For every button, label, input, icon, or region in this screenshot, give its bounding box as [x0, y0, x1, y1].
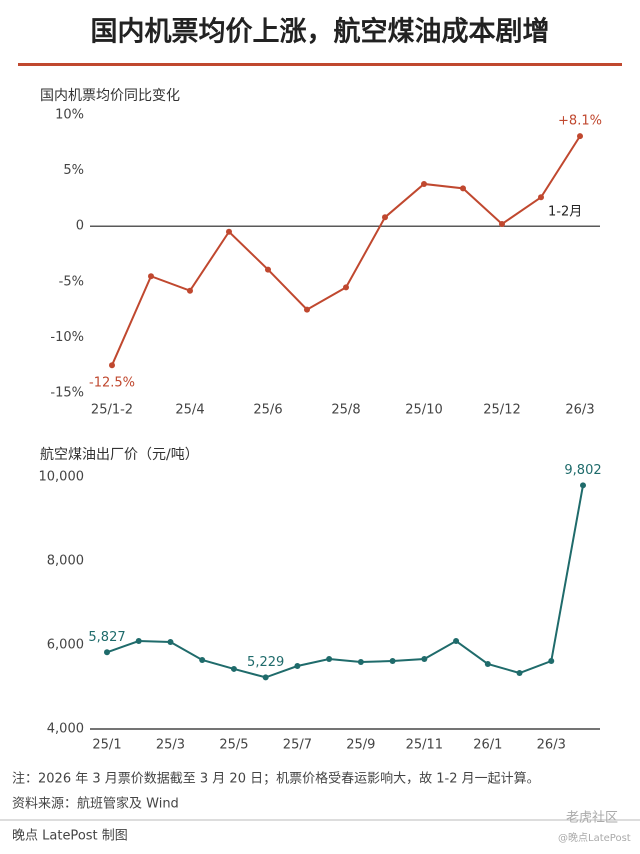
y-tick-label: 8,000: [47, 554, 84, 569]
y-tick-label: 4,000: [47, 722, 84, 737]
title-rule: [18, 63, 622, 66]
chart-title: 国内机票均价同比变化: [40, 88, 180, 104]
y-tick-label: -15%: [50, 386, 84, 401]
point: [326, 655, 333, 662]
point: [460, 185, 466, 192]
point: [357, 659, 364, 666]
point: [294, 663, 301, 669]
x-tick-label: 25/11: [406, 738, 443, 753]
x-tick-label: 25/10: [405, 403, 442, 418]
point: [484, 660, 491, 667]
x-tick-label: 25/7: [283, 738, 312, 753]
y-tick-label: 10%: [55, 108, 84, 123]
x-tick-label: 25/9: [346, 738, 375, 753]
point: [265, 266, 271, 273]
y-tick-label: -5%: [59, 274, 84, 289]
x-tick-label: 25/6: [253, 403, 282, 418]
point: [577, 133, 583, 140]
point: [304, 306, 310, 313]
y-tick-label: 6,000: [47, 638, 84, 653]
point: [135, 638, 142, 645]
y-tick-label: 5%: [63, 163, 84, 178]
line: [106, 485, 584, 679]
annotation: 1-2月: [548, 205, 582, 220]
point: [548, 658, 555, 665]
point: [382, 214, 388, 221]
data-label: -12.5%: [89, 376, 135, 391]
y-tick-label: 10,000: [39, 470, 85, 485]
point: [499, 220, 505, 227]
point: [580, 482, 586, 489]
page-title: 国内机票均价上涨，航空煤油成本剧增: [91, 16, 550, 48]
y-tick-label: 0: [76, 219, 84, 234]
x-tick-label: 25/8: [331, 403, 360, 418]
x-tick-label: 26/1: [473, 738, 502, 753]
point: [421, 655, 428, 662]
data-label: +8.1%: [558, 114, 602, 129]
x-tick-label: 25/1: [92, 738, 121, 753]
point: [538, 194, 544, 201]
point: [516, 670, 523, 677]
point: [167, 639, 174, 646]
point: [230, 665, 237, 672]
footer: 晚点 LatePost 制图: [12, 829, 128, 844]
point: [262, 674, 269, 681]
x-tick-label: 25/5: [219, 738, 248, 753]
x-tick-label: 25/3: [156, 738, 185, 753]
watermark: @晚点LatePost: [558, 832, 631, 844]
point: [421, 180, 427, 187]
point: [226, 228, 232, 235]
point: [199, 656, 206, 663]
chart-title: 航空煤油出厂价（元/吨）: [40, 447, 199, 463]
x-tick-label: 26/3: [565, 403, 594, 418]
x-tick-label: 25/4: [175, 403, 204, 418]
y-tick-label: -10%: [50, 330, 84, 345]
point: [148, 273, 154, 280]
point: [453, 638, 460, 645]
x-tick-label: 26/3: [537, 738, 566, 753]
x-tick-label: 25/12: [483, 403, 520, 418]
point: [187, 287, 193, 294]
source: 资料来源：航班管家及 Wind: [12, 796, 179, 812]
data-label: 5,827: [88, 630, 125, 645]
data-label: 5,229: [247, 655, 284, 670]
point: [343, 284, 349, 291]
x-tick-label: 25/1-2: [91, 403, 133, 418]
watermark: 老虎社区: [566, 810, 618, 826]
data-label: 9,802: [564, 463, 601, 478]
point: [109, 362, 115, 369]
note: 注：2026 年 3 月票价数据截至 3 月 20 日；机票价格受春运影响大，故…: [12, 771, 540, 787]
point: [104, 649, 110, 656]
point: [389, 658, 396, 665]
